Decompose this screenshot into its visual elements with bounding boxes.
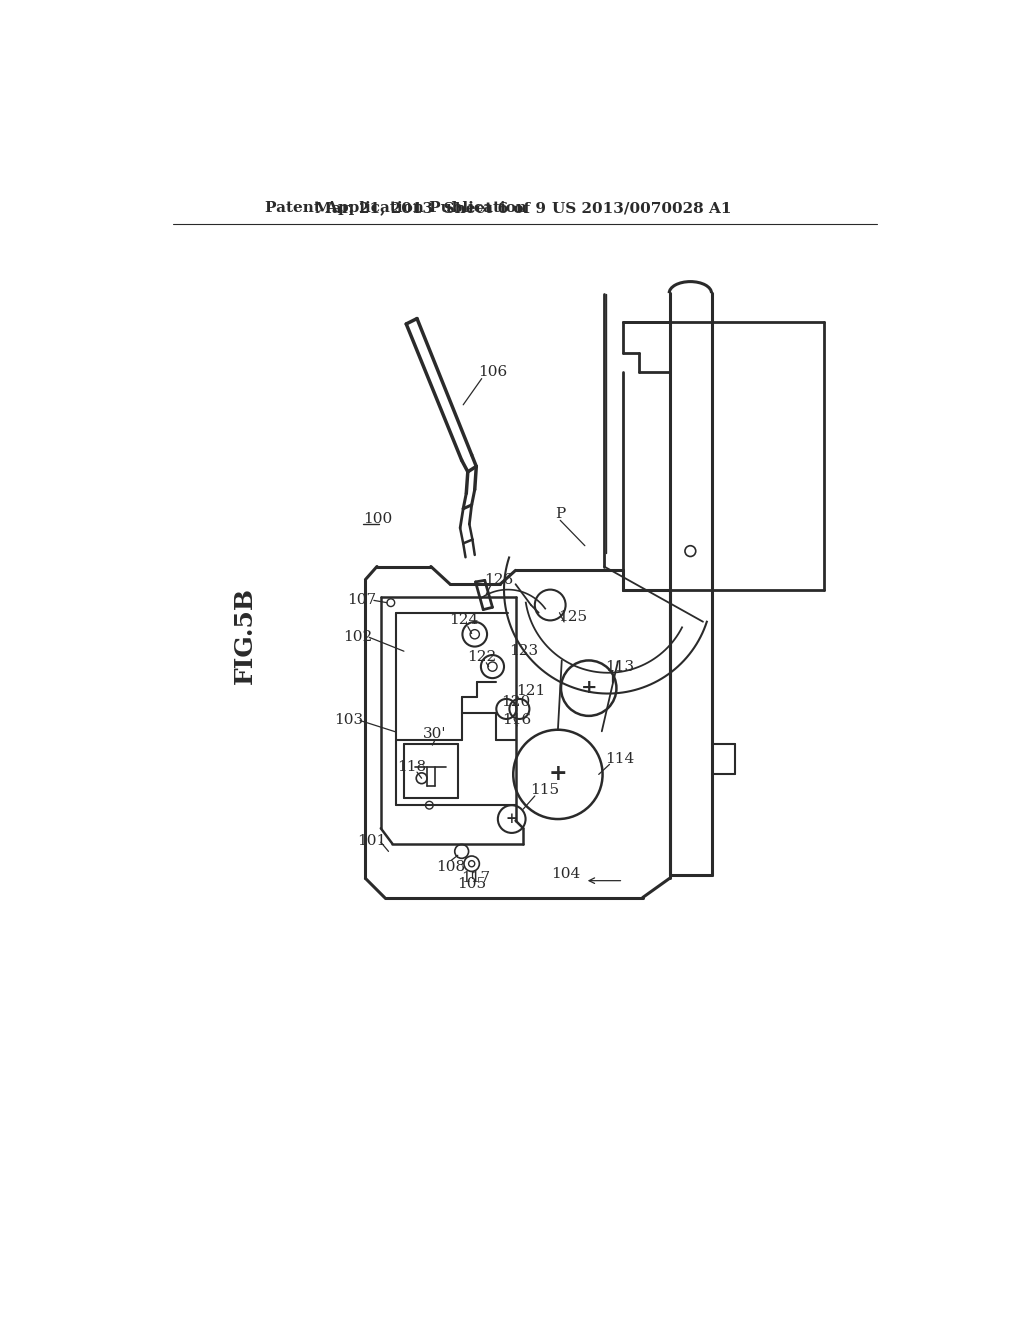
Text: 108: 108 <box>436 859 466 874</box>
Text: 107: 107 <box>347 594 376 607</box>
Text: +: + <box>549 763 567 785</box>
Text: 126: 126 <box>484 573 513 587</box>
Text: 117: 117 <box>461 871 490 886</box>
Text: 118: 118 <box>397 760 426 774</box>
Text: +: + <box>581 680 597 697</box>
Text: 106: 106 <box>478 366 507 379</box>
Text: P: P <box>555 507 565 521</box>
Text: Mar. 21, 2013  Sheet 6 of 9: Mar. 21, 2013 Sheet 6 of 9 <box>315 202 547 215</box>
Text: 116: 116 <box>503 714 531 727</box>
Text: +: + <box>506 812 517 826</box>
Text: 114: 114 <box>605 752 634 766</box>
Text: 115: 115 <box>530 783 559 797</box>
Text: 121: 121 <box>516 684 546 698</box>
Text: 113: 113 <box>605 660 634 673</box>
Text: Patent Application Publication: Patent Application Publication <box>265 202 527 215</box>
Text: 122: 122 <box>467 651 497 664</box>
Text: 102: 102 <box>343 631 373 644</box>
Text: 123: 123 <box>509 644 538 659</box>
Text: 103: 103 <box>334 714 364 727</box>
Text: FIG.5B: FIG.5B <box>232 587 257 684</box>
Text: US 2013/0070028 A1: US 2013/0070028 A1 <box>552 202 731 215</box>
Text: 120: 120 <box>501 696 530 709</box>
Text: 100: 100 <box>364 512 392 525</box>
Text: 30': 30' <box>423 727 446 742</box>
Text: 104: 104 <box>551 867 581 882</box>
Text: 124: 124 <box>450 614 478 627</box>
Text: 105: 105 <box>457 876 486 891</box>
Text: 101: 101 <box>357 834 386 847</box>
Text: 125: 125 <box>558 610 587 624</box>
